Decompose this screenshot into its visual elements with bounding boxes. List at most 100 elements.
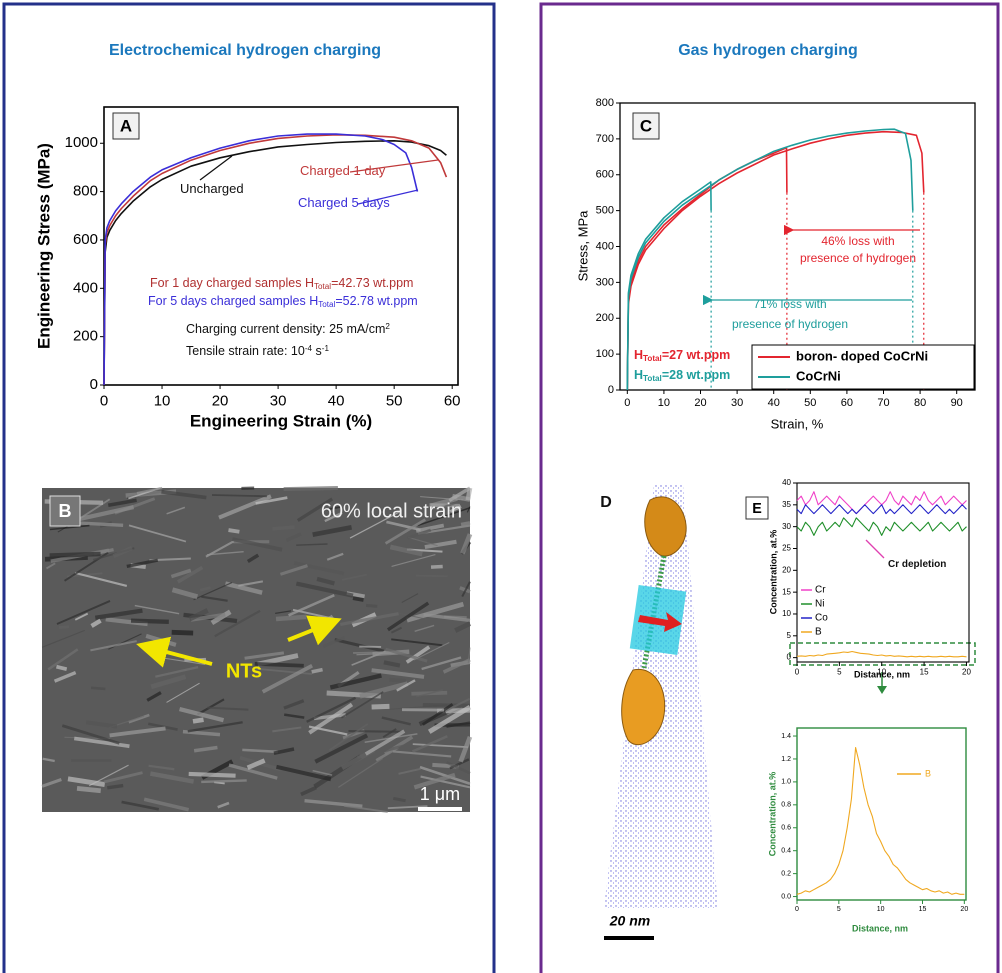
texture-streak (371, 703, 390, 710)
legend-label: boron- doped CoCrNi (796, 348, 928, 363)
texture-streak (411, 735, 448, 753)
texture-streak (255, 496, 288, 505)
texture-streak (423, 613, 471, 623)
texture-streak (106, 783, 124, 790)
annotation-part: 71% loss with (753, 297, 826, 311)
panel-label: A (120, 116, 132, 135)
texture-streak (364, 729, 406, 756)
y-tick-label: 10 (782, 609, 791, 618)
texture-streak (314, 733, 369, 764)
texture-streak (352, 596, 364, 602)
roi-arrow (638, 612, 682, 632)
texture-streak (334, 638, 385, 653)
texture-streak (419, 765, 471, 786)
x-tick-label: 0 (795, 906, 799, 913)
annotation: presence of hydrogen (732, 317, 848, 331)
y-tick-label: 0.2 (781, 870, 791, 877)
caption: 60% local strain (321, 500, 462, 522)
texture-streak (460, 521, 471, 527)
texture-streak (272, 726, 302, 733)
texture-streak (201, 779, 247, 784)
texture-streak (416, 689, 444, 698)
texture-streak (337, 757, 384, 788)
texture-streak (166, 506, 186, 515)
texture-streak (228, 528, 240, 534)
annotation: Tensile strain rate: 10-4 s-1 (186, 344, 329, 359)
texture-streak (58, 625, 70, 629)
texture-streak (339, 612, 399, 627)
texture-streak (385, 647, 428, 663)
texture-streak (391, 638, 443, 647)
annotation: For 5 days charged samples HTotal=52.78 … (148, 294, 418, 308)
texture-streak (214, 609, 261, 638)
y-tick-label: 0 (90, 376, 98, 393)
series-line (103, 134, 448, 386)
annotation: presence of hydrogen (800, 251, 916, 265)
texture-streak (329, 673, 382, 690)
texture-streak (312, 525, 353, 538)
y-tick-label: 0 (608, 384, 614, 396)
plot-frame (796, 727, 967, 901)
texture-streak (112, 545, 133, 559)
texture-streak (384, 518, 426, 545)
series-line (796, 746, 965, 895)
texture-streak (275, 614, 307, 622)
texture-streak (188, 608, 209, 622)
texture-streak (381, 716, 411, 726)
panel-label-box (745, 496, 769, 520)
y-tick-label: 100 (596, 348, 614, 360)
annotation: Charging current density: 25 mA/cm2 (186, 322, 390, 337)
texture-streak (46, 562, 56, 570)
series-line (626, 147, 788, 391)
annotation-part: =42.73 wt.ppm (331, 276, 413, 290)
texture-streak (401, 593, 419, 604)
y-tick-label: 0.4 (781, 848, 791, 855)
annotation: Uncharged (180, 181, 244, 196)
texture-streak (207, 706, 249, 711)
panel-label-box (632, 112, 660, 140)
texture-streak (49, 524, 90, 531)
texture-streak (458, 736, 473, 763)
x-tick-label: 10 (658, 397, 670, 409)
texture-streak (448, 486, 471, 502)
y-tick-label: 500 (596, 205, 614, 217)
texture-streak (103, 771, 143, 784)
x-tick-label: 70 (877, 397, 889, 409)
texture-streak (447, 707, 462, 716)
left-heading: Electrochemical hydrogen charging (109, 42, 381, 59)
texture-streak (193, 745, 218, 753)
texture-streak (398, 767, 421, 775)
annotation: For 1 day charged samples HTotal=42.73 w… (150, 276, 413, 290)
texture-streak (143, 797, 190, 812)
x-tick-label: 30 (731, 397, 743, 409)
texture-streak (392, 750, 452, 758)
series-line (796, 650, 967, 658)
texture-streak (126, 558, 159, 569)
precipitate (621, 668, 666, 746)
scale-bar-label: 1 μm (420, 784, 460, 804)
series-line (796, 491, 967, 515)
panel-label: B (59, 501, 72, 521)
x-tick-label: 50 (804, 397, 816, 409)
texture-streak (150, 674, 187, 690)
texture-streak (324, 511, 343, 523)
texture-streak (442, 658, 471, 674)
texture-streak (389, 677, 406, 683)
annotation-arrow (357, 189, 419, 205)
texture-streak (109, 726, 166, 738)
texture-streak (386, 601, 430, 632)
texture-streak (275, 764, 332, 782)
series-line (103, 140, 447, 386)
annotation-part: presence of hydrogen (800, 251, 916, 265)
texture-streak (179, 707, 225, 723)
texture-streak (56, 600, 111, 625)
y-axis-label: Concentration, at.% (767, 772, 777, 857)
texture-streak (224, 581, 263, 595)
y-tick-label: 0.0 (781, 893, 791, 900)
texture-streak (449, 505, 462, 513)
texture-streak (210, 609, 232, 626)
zoom-arrowhead (877, 686, 887, 694)
y-tick-label: 200 (596, 312, 614, 324)
legend-label: Cr (815, 585, 826, 596)
y-tick-label: 0.6 (781, 825, 791, 832)
